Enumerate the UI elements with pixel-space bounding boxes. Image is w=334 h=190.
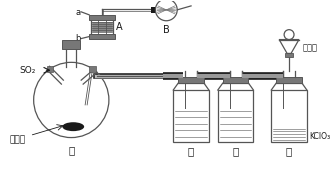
FancyBboxPatch shape [89, 66, 96, 72]
Bar [218, 90, 254, 142]
Text: KClO₃: KClO₃ [309, 132, 330, 141]
Ellipse shape [62, 122, 84, 131]
Text: 甲: 甲 [68, 146, 74, 155]
Text: SO₂: SO₂ [19, 66, 36, 75]
Bar [89, 15, 115, 20]
Text: A: A [116, 22, 123, 32]
Text: 丁: 丁 [286, 146, 292, 157]
Bar [178, 77, 204, 83]
Text: 浓盐酸: 浓盐酸 [303, 43, 318, 52]
Bar [223, 77, 248, 83]
Text: 丙: 丙 [232, 146, 239, 157]
Text: 乙: 乙 [188, 146, 194, 157]
FancyBboxPatch shape [46, 66, 53, 72]
Text: B: B [163, 25, 170, 35]
Text: a: a [75, 8, 80, 17]
Bar [62, 40, 80, 49]
Bar [285, 53, 293, 57]
Bar [89, 34, 115, 39]
Text: 活性炭: 活性炭 [10, 136, 26, 145]
Bar [151, 7, 156, 13]
Text: b: b [75, 34, 80, 43]
Bar [271, 90, 307, 142]
Bar [276, 77, 302, 83]
Bar [173, 90, 209, 142]
